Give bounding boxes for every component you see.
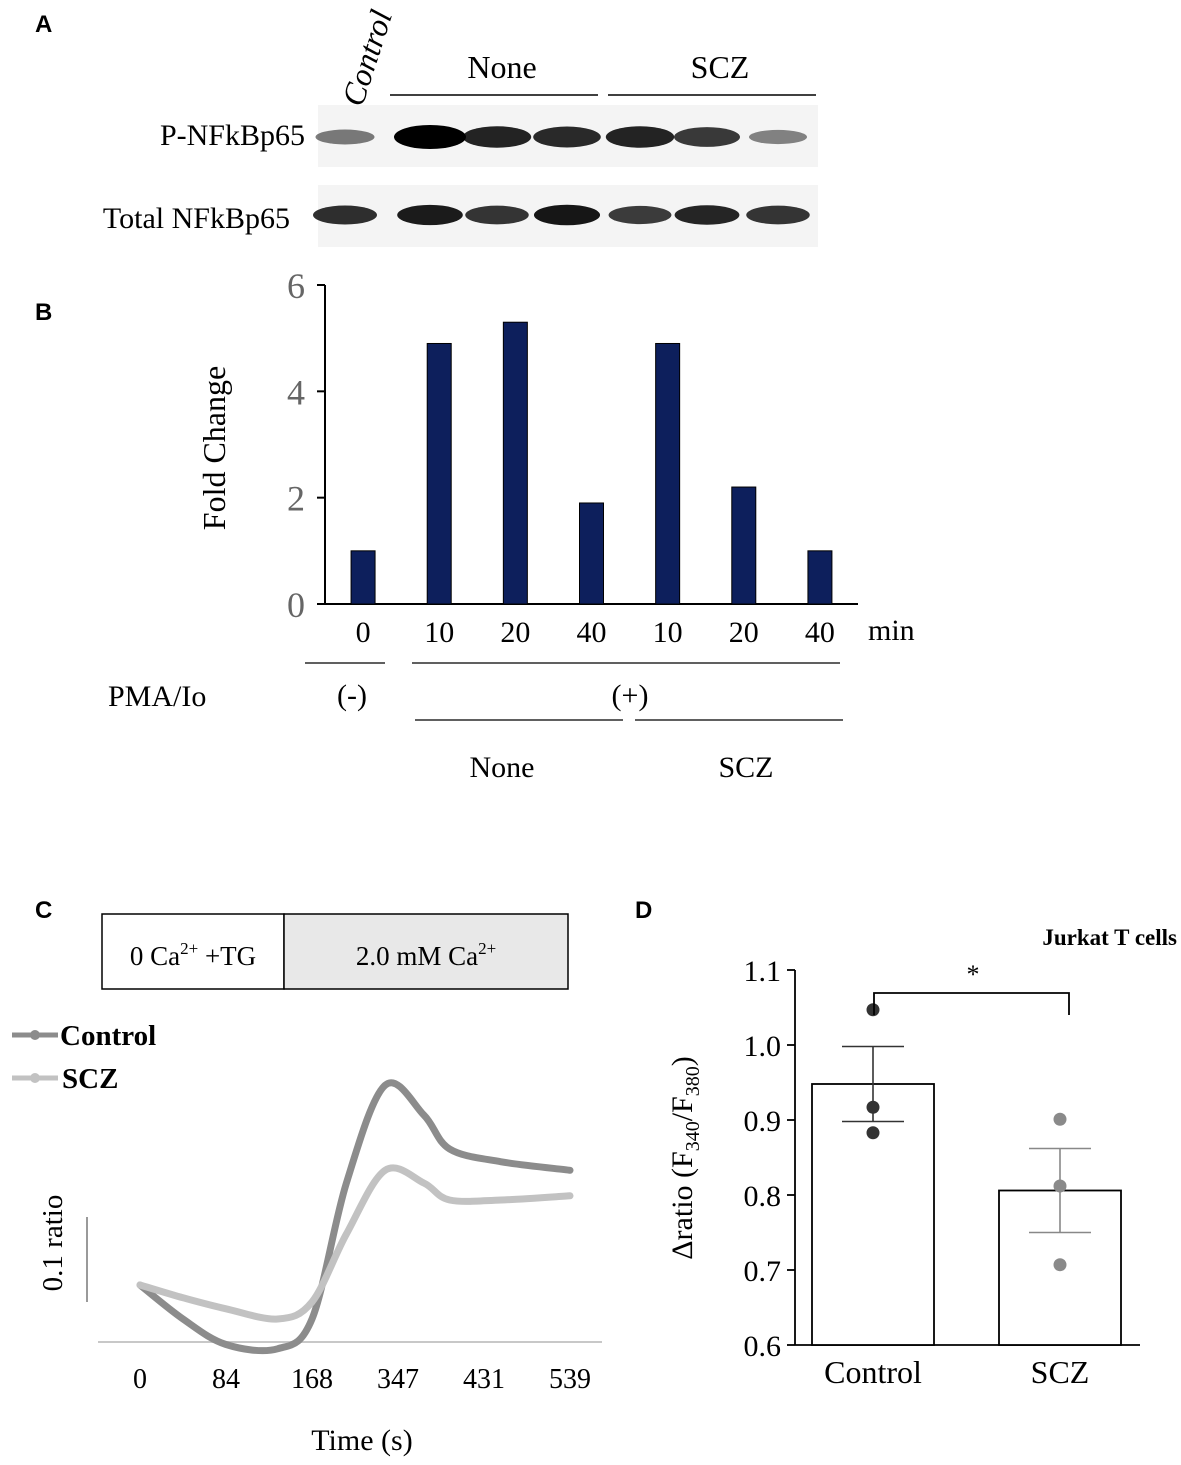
blot-group-scz-label: SCZ — [691, 49, 750, 85]
c-x-tick-label: 168 — [291, 1364, 333, 1395]
d-data-point — [1053, 1179, 1067, 1193]
b-bar — [579, 502, 604, 605]
c-legend-control-marker — [30, 1030, 40, 1040]
d-x-tick-label: SCZ — [1031, 1354, 1090, 1390]
b-x-tick-labels: 0 10 20 40 10 20 40 — [356, 616, 835, 649]
band-total-1 — [397, 204, 463, 226]
b-bar — [350, 550, 376, 605]
c-series-scz-line — [136, 1164, 574, 1323]
d-bar-control — [811, 1083, 935, 1346]
b-treatment-plus: (+) — [612, 679, 649, 712]
b-y-tick-label: 2 — [287, 479, 305, 519]
band-total-2 — [465, 205, 529, 225]
c-phase2-label: 2.0 mM Ca2+ — [356, 939, 496, 971]
band-total-6 — [746, 205, 810, 225]
b-x-tick-label: 40 — [805, 616, 835, 649]
d-points — [866, 1003, 1067, 1272]
d-data-point — [866, 1100, 880, 1114]
b-group-scz-label: SCZ — [718, 751, 773, 784]
d-data-point — [866, 1003, 880, 1017]
panel-b-letter: B — [35, 299, 52, 326]
panel-c-letter: C — [35, 897, 52, 924]
b-time-unit: min — [868, 614, 915, 647]
b-x-tick-label: 10 — [424, 616, 454, 649]
d-x-tick-label: Control — [824, 1354, 922, 1390]
c-x-tick-label: 0 — [133, 1364, 147, 1395]
lane-control-label: Control — [334, 5, 399, 110]
d-y-tick-label: 1.0 — [744, 1030, 782, 1063]
b-x-tick-label: 20 — [500, 616, 530, 649]
b-group-none-label: None — [470, 751, 535, 784]
c-x-tick-label: 539 — [549, 1364, 591, 1395]
blot-group-none-label: None — [467, 49, 536, 85]
c-legend-control-label: Control — [60, 1020, 156, 1052]
panel-a-letter: A — [35, 11, 52, 38]
band-phospho-1 — [394, 125, 466, 149]
c-x-tick-label: 347 — [377, 1364, 419, 1395]
d-subtitle: Jurkat T cells — [1042, 925, 1177, 950]
c-series-control-line — [136, 1079, 574, 1355]
b-y-axis-label: Fold Change — [196, 366, 232, 530]
d-y-tick-label: 0.9 — [744, 1105, 782, 1138]
band-total-3 — [533, 204, 601, 226]
b-bar — [807, 550, 833, 605]
b-x-tick-label: 20 — [729, 616, 759, 649]
c-x-axis-label: Time (s) — [311, 1424, 412, 1457]
d-y-tick-label: 1.1 — [744, 955, 782, 988]
c-legend: Control SCZ — [12, 1020, 156, 1095]
c-x-tick-label: 84 — [212, 1364, 240, 1395]
c-legend-scz-label: SCZ — [62, 1063, 118, 1095]
d-y-tick-label: 0.8 — [744, 1180, 782, 1213]
d-significance-bracket — [873, 992, 1070, 1015]
d-data-point — [866, 1126, 880, 1140]
b-y-tick-label: 4 — [287, 372, 305, 412]
d-y-tick-label: 0.6 — [744, 1330, 782, 1363]
band-phospho-3 — [533, 126, 601, 148]
b-bar — [655, 342, 681, 605]
b-bar — [502, 321, 528, 605]
band-total-4 — [608, 205, 672, 225]
c-legend-scz-marker — [30, 1073, 40, 1083]
band-phospho-4 — [605, 126, 675, 148]
band-phospho-6 — [749, 129, 807, 145]
b-treatment-label: PMA/Io — [108, 680, 206, 713]
b-y-tick-label: 0 — [287, 585, 305, 625]
c-phase2-box — [283, 913, 569, 990]
b-bar — [426, 342, 452, 605]
band-total-5 — [674, 205, 740, 225]
c-scale-bar-label: 0.1 ratio — [37, 1195, 69, 1292]
b-x-tick-label: 10 — [653, 616, 683, 649]
panel-d-letter: D — [635, 897, 652, 924]
d-data-point — [1053, 1258, 1067, 1272]
c-x-tick-label: 431 — [463, 1364, 505, 1395]
d-data-point — [1053, 1112, 1067, 1126]
b-x-tick-label: 0 — [356, 616, 371, 649]
d-significance-star: * — [967, 960, 980, 989]
b-treatment-minus: (-) — [337, 679, 367, 712]
c-phase1-box — [101, 913, 285, 990]
row-phospho-label: P-NFkBp65 — [160, 119, 305, 152]
d-y-axis-label: Δratio (F340/F380) — [666, 1056, 704, 1259]
b-bars — [350, 321, 833, 605]
d-x-tick-labels: Control SCZ — [824, 1354, 1089, 1390]
blot-bands — [313, 125, 810, 226]
row-total-label: Total NFkBp65 — [103, 202, 290, 235]
band-phospho-0 — [315, 129, 375, 145]
b-x-tick-label: 40 — [577, 616, 607, 649]
b-y-tick-label: 6 — [287, 266, 305, 306]
c-phase1-label: 0 Ca2+ +TG — [130, 939, 256, 971]
d-y-tick-label: 0.7 — [744, 1255, 782, 1288]
d-bars — [811, 1083, 1122, 1346]
b-bar — [731, 486, 757, 605]
band-total-0 — [313, 205, 377, 225]
c-x-tick-labels: 0 84 168 347 431 539 — [133, 1364, 591, 1395]
band-phospho-2 — [462, 126, 532, 148]
band-phospho-5 — [674, 127, 740, 147]
